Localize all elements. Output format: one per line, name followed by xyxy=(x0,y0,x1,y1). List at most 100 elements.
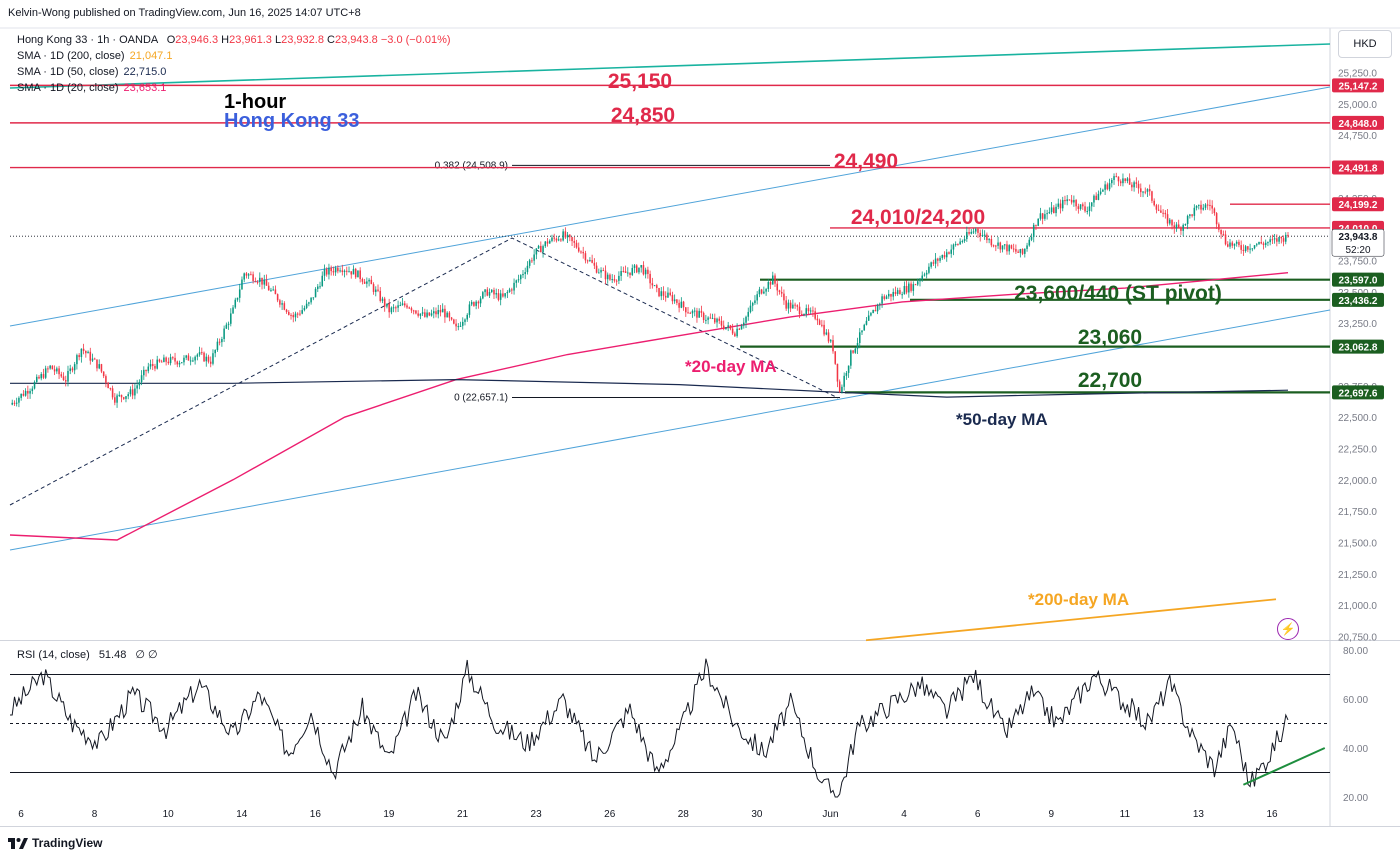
candle-body xyxy=(390,307,393,313)
candle-body xyxy=(562,231,564,241)
price-tick-label: 21,000.0 xyxy=(1338,601,1377,612)
time-tick-label: 30 xyxy=(751,809,763,820)
candle-body xyxy=(785,300,787,309)
candle-body xyxy=(1097,193,1100,200)
tradingview-logo-icon xyxy=(8,837,28,849)
candle-body xyxy=(417,313,419,316)
sma200-line xyxy=(865,598,1277,642)
price-tag xyxy=(1332,272,1384,287)
candle-body xyxy=(158,359,161,362)
ohlc-open-key: O xyxy=(166,34,176,46)
candle-body xyxy=(1019,249,1022,253)
time-tick-label: 13 xyxy=(1193,809,1205,820)
chart-title: 1-hour xyxy=(224,91,286,113)
time-tick-label: 11 xyxy=(1120,809,1131,820)
candle-body xyxy=(1041,213,1044,219)
candle-body xyxy=(482,292,484,299)
candle-body xyxy=(403,303,406,306)
candle-body xyxy=(236,297,239,300)
candle-body xyxy=(638,267,640,273)
candle-body xyxy=(444,308,446,318)
candle-body xyxy=(368,279,370,282)
candle-body xyxy=(856,343,859,349)
candle-body xyxy=(564,231,567,238)
candle-body xyxy=(932,262,935,264)
candle-body xyxy=(82,348,85,351)
candle-body xyxy=(635,265,638,273)
candle-body xyxy=(1126,178,1129,181)
candle-body xyxy=(143,369,145,376)
currency-button[interactable]: HKD xyxy=(1338,30,1392,58)
time-tick-label: 9 xyxy=(1048,809,1054,820)
candle-body xyxy=(426,312,428,317)
candle-body xyxy=(745,316,747,323)
candle-body xyxy=(535,248,538,255)
candle-body xyxy=(1226,244,1229,247)
sma50-line xyxy=(10,378,1289,398)
price-tick-label: 22,000.0 xyxy=(1338,476,1377,487)
candle-body xyxy=(205,356,208,362)
candle-body xyxy=(622,271,625,273)
candle-body xyxy=(983,234,986,236)
candle-body xyxy=(1082,204,1084,207)
candle-body xyxy=(800,313,803,315)
candle-body xyxy=(424,312,426,317)
channel-upper-line xyxy=(9,86,1331,327)
candle-body xyxy=(62,376,65,381)
candle-body xyxy=(78,355,80,358)
candle-body xyxy=(1206,204,1209,206)
candle-body xyxy=(1059,203,1062,209)
candle-body xyxy=(633,265,636,268)
candle-body xyxy=(1068,199,1071,201)
price-tick-label: 21,750.0 xyxy=(1338,507,1377,518)
price-tag-label: 24,491.8 xyxy=(1339,164,1378,175)
candle-body xyxy=(557,239,560,241)
price-tick-label: 21,250.0 xyxy=(1338,570,1377,581)
candle-body xyxy=(1024,248,1026,254)
candle-body xyxy=(990,239,993,246)
candle-body xyxy=(836,363,839,382)
candle-body xyxy=(216,341,219,350)
candle-body xyxy=(189,360,192,362)
candle-body xyxy=(972,231,975,233)
candle-body xyxy=(780,291,783,294)
footer-brand[interactable]: TradingView xyxy=(8,836,102,850)
candle-body xyxy=(950,249,952,254)
candle-body xyxy=(187,355,190,361)
candle-body xyxy=(598,272,600,274)
candle-body xyxy=(876,304,879,312)
candle-body xyxy=(1164,212,1167,215)
price-tag xyxy=(1332,115,1384,130)
candle-body xyxy=(288,311,290,315)
candle-body xyxy=(102,371,105,377)
candle-body xyxy=(832,340,834,352)
candle-body xyxy=(1028,239,1031,246)
candle-body xyxy=(294,313,297,318)
candle-body xyxy=(618,275,620,281)
ohlc-low-key: L xyxy=(275,34,282,46)
candle-body xyxy=(201,352,203,354)
candle-body xyxy=(968,232,970,234)
candle-body xyxy=(555,238,558,241)
candle-body xyxy=(386,303,388,307)
level-annotation: 23,600/440 (ST pivot) xyxy=(1014,282,1222,305)
lightning-icon[interactable]: ⚡ xyxy=(1277,618,1299,640)
candle-body xyxy=(714,318,716,323)
candle-body xyxy=(1169,219,1171,224)
candle-body xyxy=(412,310,415,312)
candle-body xyxy=(988,239,990,241)
candle-body xyxy=(377,289,379,291)
candle-body xyxy=(696,310,698,318)
candle-body xyxy=(981,234,984,237)
candle-body xyxy=(1077,206,1080,209)
candle-body xyxy=(114,397,116,403)
candle-body xyxy=(1128,178,1131,185)
price-tick-label: 22,500.0 xyxy=(1338,413,1377,424)
candle-body xyxy=(1026,245,1028,249)
rsi-legend: RSI (14, close) 51.48 ∅ ∅ xyxy=(17,647,158,663)
candle-body xyxy=(1240,245,1242,250)
candle-body xyxy=(573,241,576,243)
candle-body xyxy=(1276,238,1278,242)
candle-body xyxy=(580,251,582,253)
